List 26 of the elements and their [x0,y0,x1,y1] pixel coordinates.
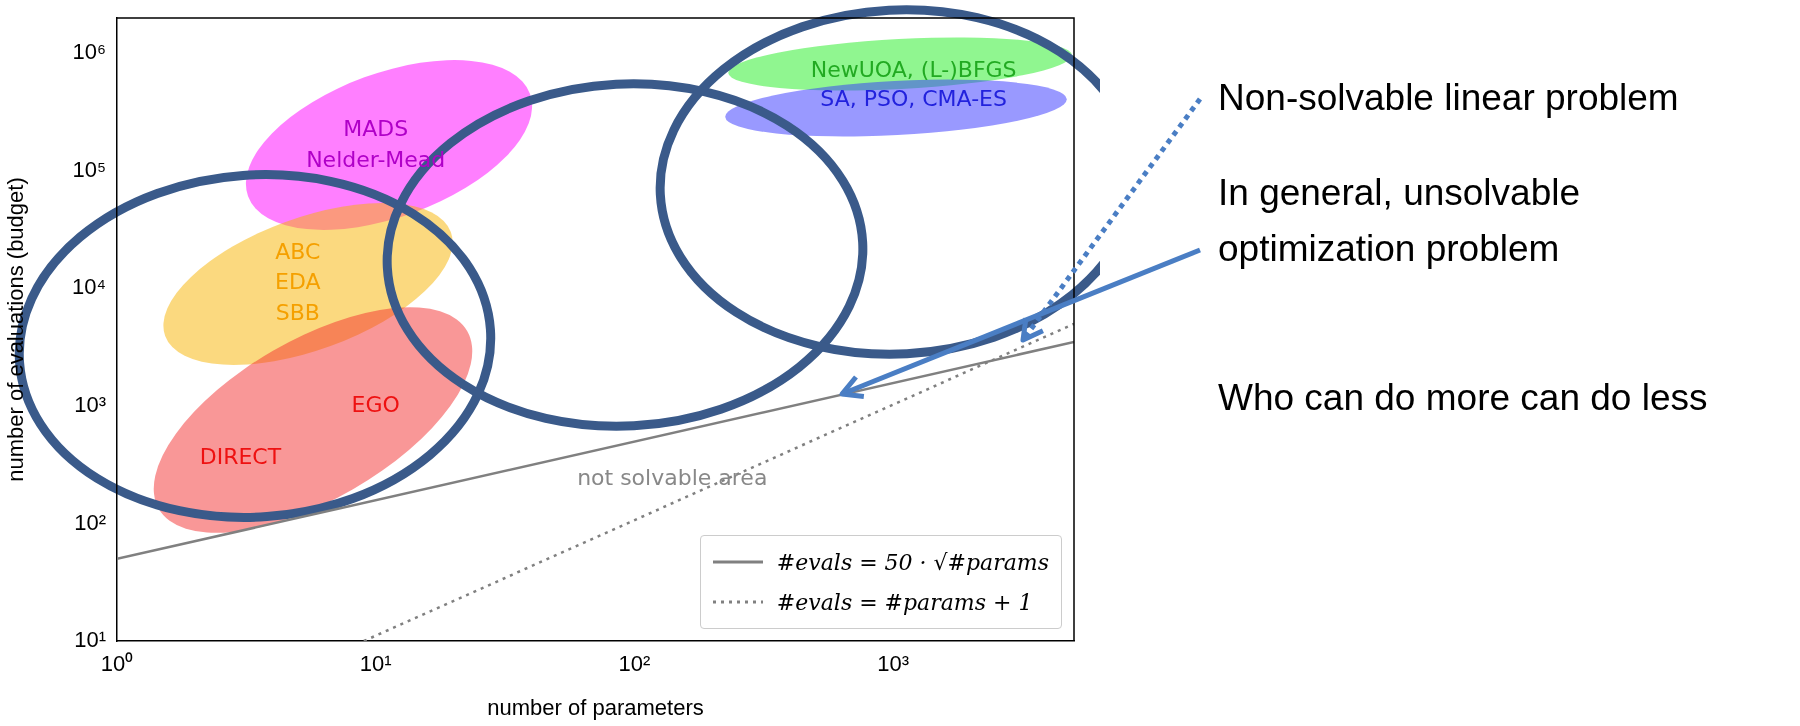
annotation: EGO [351,391,400,417]
x-tick-label: 10² [618,651,651,677]
annotation: NewUOA, (L-)BFGS [810,57,1017,83]
y-tick-label: 10⁶ [72,39,106,65]
y-tick-label: 10¹ [74,627,106,653]
annotation: SBB [275,300,320,326]
y-tick-label: 10⁵ [72,156,106,182]
text: Who can do more can do less [1218,376,1709,420]
legend-label: #evals = #params + 1 [776,589,1033,615]
annotation: EDA [275,269,321,295]
annotation: DIRECT [199,443,282,469]
annotation: MADS [343,116,409,142]
x-tick-label: 10³ [877,651,910,677]
y-tick-label: 10⁴ [72,274,106,300]
y-tick-label: 10² [74,509,106,535]
annotation: not solvable area [577,464,768,490]
text: In general, unsolvable optimization problem [1218,171,1582,271]
x-tick-label: 10⁰ [100,651,134,677]
y-axis-title: number of evaluations (budget) [3,177,29,482]
legend-label: #evals = 50 · √#params [776,549,1049,575]
x-axis-title: number of parameters [487,694,704,720]
y-tick-label: 10³ [74,392,106,418]
text: Non-solvable linear problem [1218,76,1680,120]
annotation: ABC [275,238,321,264]
annotation: SA, PSO, CMA-ES [820,85,1007,111]
x-tick-label: 10¹ [359,651,392,677]
